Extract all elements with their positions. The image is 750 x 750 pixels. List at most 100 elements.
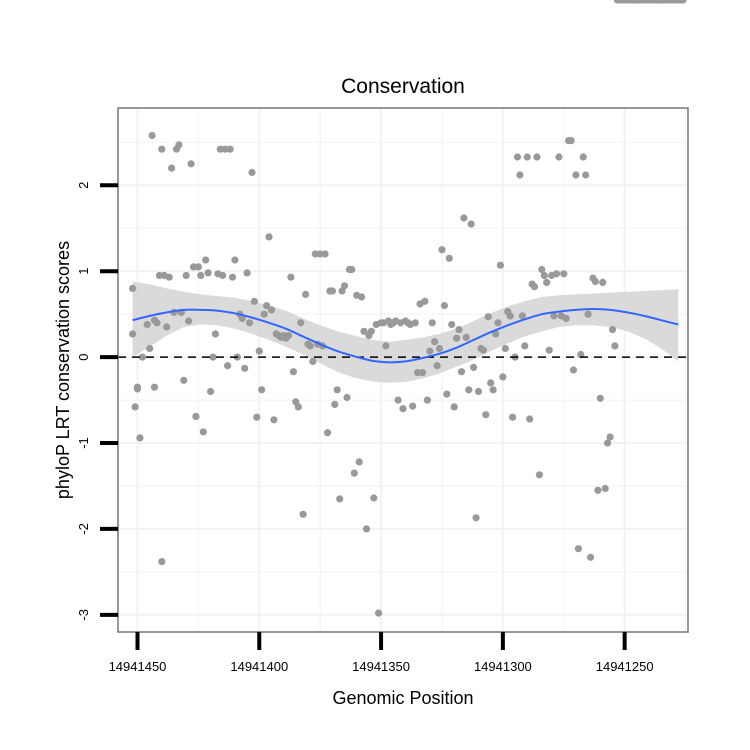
data-point [340, 282, 349, 290]
data-point [426, 347, 434, 355]
data-point [543, 278, 551, 286]
data-point [587, 553, 595, 561]
data-point [175, 141, 183, 149]
data-point [192, 412, 200, 420]
data-point [418, 369, 427, 377]
data-point [516, 171, 524, 179]
data-point [226, 145, 234, 153]
data-point [526, 415, 534, 423]
data-point [555, 153, 563, 161]
x-tick-label: 14941400 [230, 659, 288, 674]
data-point [470, 363, 478, 371]
data-point [138, 353, 146, 361]
data-point [241, 364, 249, 372]
data-point [428, 319, 436, 327]
data-point [450, 403, 458, 411]
data-point [496, 261, 504, 269]
data-point [445, 254, 453, 262]
x-tick-label: 14941450 [109, 659, 167, 674]
data-point [550, 312, 558, 320]
data-point [243, 269, 251, 277]
data-point [187, 160, 195, 168]
data-point [552, 270, 561, 278]
data-point [538, 265, 546, 274]
data-point [267, 306, 276, 314]
data-point [284, 332, 293, 340]
data-point [501, 344, 509, 353]
data-point [453, 334, 461, 342]
data-point [289, 368, 297, 376]
data-point [462, 333, 470, 341]
data-point [484, 313, 492, 321]
data-point [360, 327, 368, 335]
data-point [321, 250, 329, 258]
data-point [460, 214, 468, 222]
data-point [129, 284, 137, 292]
data-point [209, 353, 217, 361]
x-tick-label: 14941350 [352, 659, 410, 674]
smooth-line-group [132, 307, 679, 364]
y-tick-label: 0 [76, 353, 91, 360]
data-point [228, 273, 237, 281]
data-point [163, 323, 171, 331]
data-point [506, 312, 514, 320]
data-point [333, 386, 341, 394]
data-point [584, 310, 592, 318]
data-point [562, 314, 570, 323]
data-point [375, 609, 383, 617]
data-point [572, 171, 580, 179]
data-point [601, 484, 609, 493]
data-point [158, 558, 166, 566]
y-tick-label: 1 [76, 268, 91, 275]
data-point [533, 153, 541, 161]
data-point [367, 327, 375, 335]
data-point [574, 545, 583, 553]
data-point [350, 469, 358, 477]
data-point [499, 373, 507, 381]
data-point [521, 342, 529, 350]
data-point [443, 390, 451, 398]
data-point [238, 314, 246, 323]
data-point [482, 411, 490, 419]
data-point [336, 495, 344, 503]
data-point [323, 429, 332, 437]
data-point [133, 385, 142, 393]
data-point [540, 271, 548, 280]
loess-smooth-line [132, 307, 679, 364]
data-point [150, 383, 159, 391]
x-axis: 14941450 14941400 14941350 14941300 14941250 [109, 632, 654, 674]
data-point [362, 525, 371, 533]
x-tick-label: 14941300 [474, 659, 532, 674]
data-point [423, 396, 431, 404]
data-point [343, 393, 351, 402]
data-point [211, 330, 219, 338]
data-point [146, 344, 154, 353]
y-axis-label: phyloP LRT conservation scores [53, 241, 73, 499]
data-point [579, 153, 587, 161]
y-tick-label: -2 [76, 523, 91, 535]
data-point [207, 387, 215, 396]
data-point [518, 312, 527, 320]
y-tick-label: -1 [76, 437, 91, 449]
data-point [182, 271, 190, 280]
data-point [535, 471, 544, 479]
data-point [265, 233, 273, 241]
data-point [606, 433, 614, 441]
data-point [545, 346, 553, 354]
data-point [492, 330, 500, 338]
data-point [185, 317, 193, 325]
data-point [287, 273, 295, 281]
data-point [245, 319, 254, 327]
data-point [421, 297, 429, 305]
data-point [199, 428, 207, 436]
data-point [302, 290, 310, 298]
data-point [255, 347, 263, 355]
data-point [604, 439, 612, 447]
data-point [679, 0, 687, 4]
data-point [440, 302, 448, 310]
data-point [224, 362, 232, 370]
y-tick-label: 2 [76, 182, 91, 189]
data-point [219, 271, 227, 280]
data-point [409, 402, 417, 410]
data-point [611, 342, 619, 350]
